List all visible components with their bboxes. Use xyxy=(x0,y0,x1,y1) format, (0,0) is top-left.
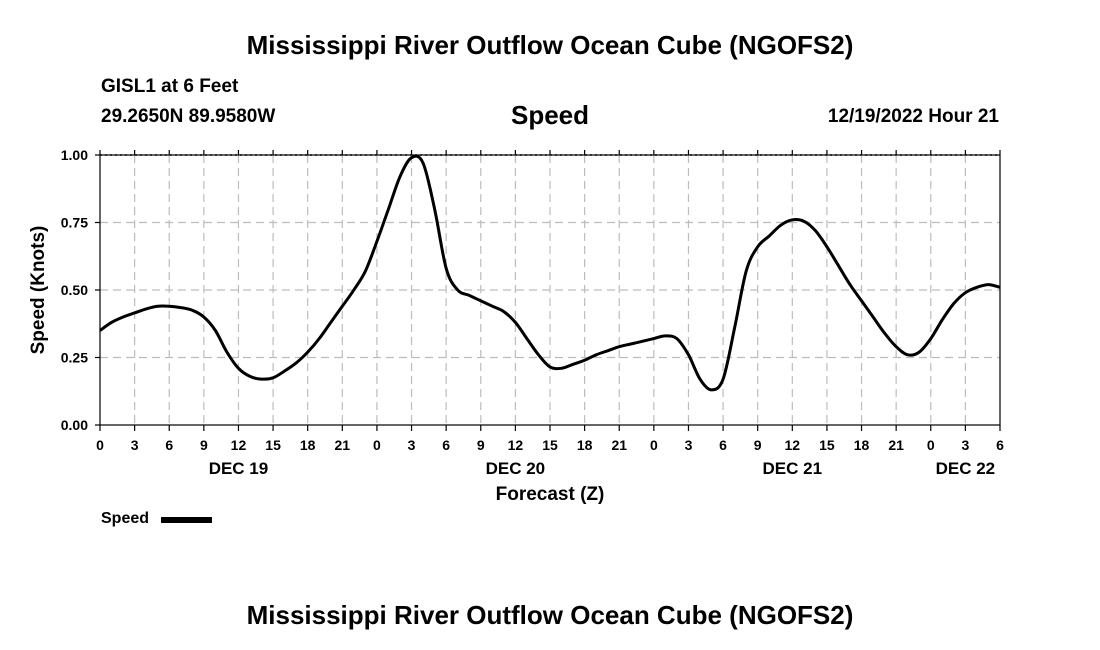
forecast-datetime: 12/19/2022 Hour 21 xyxy=(827,106,999,127)
date-label: DEC 19 xyxy=(209,459,269,478)
x-tick-label: 6 xyxy=(442,437,450,453)
x-tick-labels: 0 3 6 9 12 15 18 21 0 3 6 9 12 15 18 21 0 3 6 9 12 15 18 21 0 3 6 xyxy=(96,437,1004,453)
y-tick-labels: 0.00 0.25 0.50 0.75 1.00 xyxy=(61,147,88,433)
x-tick-label: 21 xyxy=(888,437,904,453)
x-tick-label: 12 xyxy=(508,437,524,453)
x-tick-label: 18 xyxy=(577,437,593,453)
date-label: DEC 22 xyxy=(936,459,996,478)
x-tick-label: 0 xyxy=(650,437,658,453)
y-tick-label: 0.25 xyxy=(61,350,88,366)
x-tick-label: 3 xyxy=(685,437,693,453)
x-tick-label: 15 xyxy=(542,437,558,453)
x-tick-label: 18 xyxy=(854,437,870,453)
x-tick-label: 15 xyxy=(819,437,835,453)
x-tick-label: 3 xyxy=(408,437,416,453)
x-tick-label: 21 xyxy=(611,437,627,453)
footer-title: Mississippi River Outflow Ocean Cube (NG… xyxy=(246,600,854,630)
y-axis-label: Speed (Knots) xyxy=(28,226,49,355)
x-tick-label: 12 xyxy=(231,437,247,453)
chart-title: Mississippi River Outflow Ocean Cube (NG… xyxy=(246,30,854,60)
y-tick-label: 0.75 xyxy=(61,215,88,231)
y-tick-label: 0.50 xyxy=(61,282,88,298)
variable-title: Speed xyxy=(510,100,590,130)
x-tick-label: 18 xyxy=(300,437,316,453)
x-tick-label: 0 xyxy=(927,437,935,453)
x-tick-label: 9 xyxy=(200,437,208,453)
legend-label: Speed xyxy=(101,510,150,527)
x-tick-label: 0 xyxy=(96,437,104,453)
x-tick-label: 6 xyxy=(719,437,727,453)
date-label: DEC 20 xyxy=(486,459,546,478)
x-tick-label: 0 xyxy=(373,437,381,453)
x-tick-label: 3 xyxy=(961,437,969,453)
axis-ticks xyxy=(95,150,1001,431)
y-tick-label: 1.00 xyxy=(61,147,88,163)
y-tick-label: 0.00 xyxy=(61,417,88,433)
x-tick-label: 12 xyxy=(785,437,801,453)
station-label: GISL1 at 6 Feet xyxy=(101,76,239,97)
date-label: DEC 21 xyxy=(763,459,823,478)
grid-lines xyxy=(100,154,1000,425)
x-tick-label: 6 xyxy=(996,437,1004,453)
x-tick-label: 6 xyxy=(165,437,173,453)
station-coords: 29.2650N 89.9580W xyxy=(101,106,276,127)
date-labels: DEC 19 DEC 20 DEC 21 DEC 22 xyxy=(209,459,995,478)
speed-series-line xyxy=(99,154,1001,392)
x-tick-label: 9 xyxy=(754,437,762,453)
x-axis-label: Forecast (Z) xyxy=(496,484,605,505)
x-tick-label: 3 xyxy=(131,437,139,453)
x-tick-label: 21 xyxy=(335,437,351,453)
x-tick-label: 15 xyxy=(265,437,281,453)
x-tick-label: 9 xyxy=(477,437,485,453)
